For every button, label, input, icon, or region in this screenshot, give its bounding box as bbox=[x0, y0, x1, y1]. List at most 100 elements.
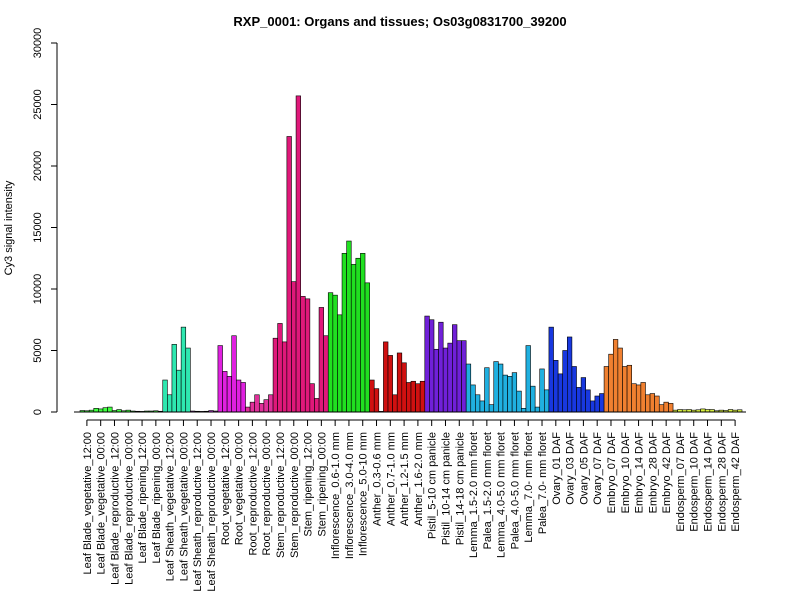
bar bbox=[327, 292, 334, 413]
x-category-label: Leaf Sheath_reproductive_00:00 bbox=[206, 432, 218, 592]
bar bbox=[488, 404, 495, 413]
bar bbox=[162, 379, 168, 413]
bar bbox=[576, 387, 582, 413]
x-category-label: Leaf Blade_ripening_12:00 bbox=[137, 432, 149, 564]
bar bbox=[309, 383, 315, 413]
bar bbox=[350, 264, 357, 413]
x-category-label: Ovary_03 DAF bbox=[565, 432, 577, 505]
bar bbox=[300, 296, 306, 413]
bars bbox=[79, 95, 743, 413]
bar bbox=[392, 394, 398, 413]
bar bbox=[645, 394, 651, 413]
bar bbox=[548, 326, 554, 413]
bar bbox=[383, 341, 389, 413]
bar bbox=[433, 348, 439, 413]
bar bbox=[387, 355, 393, 413]
bar bbox=[521, 408, 527, 413]
bar bbox=[268, 394, 274, 413]
bar bbox=[571, 366, 577, 413]
bar bbox=[254, 394, 260, 413]
bar bbox=[594, 395, 600, 413]
x-category-label: Pistil_14-18 cm panicle bbox=[454, 432, 466, 545]
bar bbox=[304, 298, 311, 413]
bar bbox=[176, 369, 182, 413]
bar bbox=[277, 323, 283, 413]
x-category-label: Root_reproductive_00:00 bbox=[261, 432, 273, 556]
bar bbox=[484, 367, 490, 413]
bar bbox=[410, 380, 416, 413]
bar bbox=[635, 384, 642, 413]
bar bbox=[424, 315, 430, 413]
x-category-label: Embryo_10 DAF bbox=[620, 432, 632, 514]
bar bbox=[493, 361, 499, 413]
bar bbox=[236, 379, 242, 413]
bar bbox=[622, 366, 628, 413]
bar bbox=[502, 374, 508, 413]
x-category-label: Pistil_5-10 cm panicle bbox=[427, 432, 439, 539]
x-category-label: Palea_1.5-2.0 mm floret bbox=[482, 432, 494, 549]
bar bbox=[171, 344, 177, 413]
x-category-label: Ovary_07 DAF bbox=[592, 432, 604, 505]
chart-title: RXP_0001: Organs and tissues; Os03g08317… bbox=[233, 14, 566, 29]
bar bbox=[562, 350, 568, 413]
bar bbox=[511, 372, 518, 413]
bar bbox=[180, 326, 187, 413]
bar bbox=[231, 335, 237, 413]
bar bbox=[222, 371, 228, 413]
bar bbox=[286, 136, 292, 413]
bar bbox=[373, 388, 380, 413]
bar bbox=[281, 341, 288, 413]
bar bbox=[585, 389, 591, 413]
y-tick-label: 30000 bbox=[32, 28, 44, 59]
x-category-label: Leaf Blade_vegetative_00:00 bbox=[96, 432, 108, 575]
bar bbox=[314, 398, 320, 413]
x-category-label: Anther_0.7-1.0 mm bbox=[385, 432, 397, 526]
bar bbox=[603, 366, 609, 413]
x-category-label: Leaf Sheath_vegetative_00:00 bbox=[178, 432, 190, 581]
bar bbox=[263, 399, 269, 413]
bar bbox=[249, 401, 256, 413]
x-category-label: Embryo_07 DAF bbox=[606, 432, 618, 514]
y-tick-label: 0 bbox=[32, 409, 44, 415]
x-category-label: Lemma_1.5-2.0 mm floret bbox=[468, 432, 480, 558]
bar bbox=[429, 319, 435, 413]
x-category-label: Lemma_4.0-5.0 mm floret bbox=[496, 432, 508, 558]
x-category-label: Stem_reproductive_00:00 bbox=[289, 432, 301, 558]
x-category-label: Leaf Blade_vegetative_12:00 bbox=[82, 432, 94, 575]
bar bbox=[470, 384, 476, 413]
bar bbox=[323, 335, 329, 413]
bar bbox=[516, 390, 522, 413]
bar bbox=[167, 394, 173, 413]
bar bbox=[589, 400, 596, 413]
bar bbox=[599, 393, 605, 413]
bar bbox=[663, 401, 669, 413]
bar bbox=[567, 336, 573, 413]
bar bbox=[461, 340, 467, 413]
bar bbox=[525, 345, 531, 413]
x-category-label: Ovary_05 DAF bbox=[578, 432, 590, 505]
bar bbox=[447, 342, 453, 413]
x-category-label: Root_reproductive_12:00 bbox=[247, 432, 259, 556]
x-category-label: Endosperm_42 DAF bbox=[730, 432, 742, 532]
bar bbox=[355, 257, 361, 413]
x-category-label: Endosperm_14 DAF bbox=[703, 432, 715, 532]
x-category-label: Stem_ripening_12:00 bbox=[303, 432, 315, 537]
bar bbox=[341, 253, 347, 413]
x-tick-marks bbox=[86, 419, 736, 426]
bar bbox=[419, 380, 426, 413]
x-category-label: Pistil_10-14 cm panicle bbox=[440, 432, 452, 545]
bar bbox=[406, 382, 412, 413]
bar bbox=[360, 253, 366, 413]
x-category-label: Stem_reproductive_12:00 bbox=[275, 432, 287, 558]
bar bbox=[465, 363, 472, 413]
x-category-label: Palea_4.0-5.0 mm floret bbox=[509, 432, 521, 549]
bar bbox=[337, 314, 343, 413]
bar bbox=[580, 377, 586, 413]
bar bbox=[608, 353, 614, 413]
x-category-label: Root_vegetative_12:00 bbox=[220, 432, 232, 545]
x-category-label: Anther_1.2-1.5 mm bbox=[399, 432, 411, 526]
bar bbox=[442, 347, 449, 413]
bar bbox=[438, 321, 444, 413]
bar bbox=[258, 403, 265, 413]
